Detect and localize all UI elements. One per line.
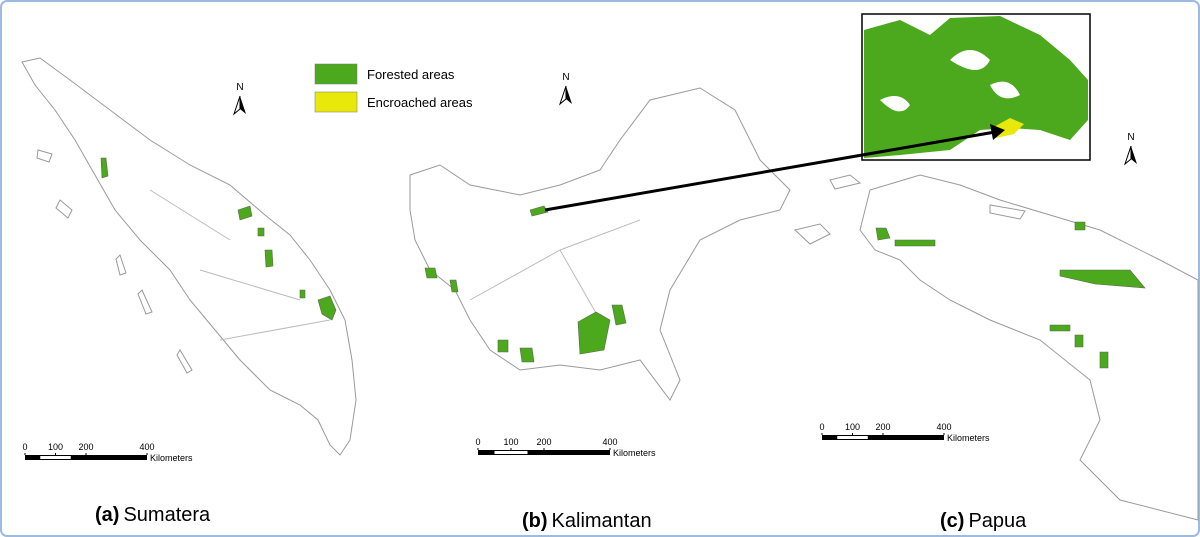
legend-swatch bbox=[315, 64, 357, 84]
panel-name: Papua bbox=[968, 510, 1027, 532]
scale-unit: Kilometers bbox=[947, 433, 990, 443]
panel-letter: (b) bbox=[522, 510, 548, 532]
panel-caption: (b)Kalimantan bbox=[522, 510, 652, 532]
scale-tick-label: 0 bbox=[475, 437, 480, 447]
legend-label: Forested areas bbox=[367, 67, 455, 82]
north-label: N bbox=[562, 72, 569, 83]
scale-tick-label: 200 bbox=[78, 442, 93, 452]
panel-letter: (a) bbox=[95, 504, 119, 526]
scale-bar-white bbox=[40, 456, 71, 459]
scale-unit: Kilometers bbox=[613, 448, 656, 458]
map-figure: Forested areas Encroached areas N 0 100 200 40… bbox=[0, 0, 1200, 537]
scale-tick-label: 400 bbox=[936, 422, 951, 432]
scale-bar-white bbox=[837, 436, 868, 439]
scale-tick-label: 100 bbox=[845, 422, 860, 432]
north-label: N bbox=[1127, 132, 1134, 143]
panel-name: Kalimantan bbox=[552, 510, 652, 532]
panel-caption: (a)Sumatera bbox=[95, 504, 211, 526]
north-label: N bbox=[236, 82, 243, 93]
scale-tick-label: 100 bbox=[48, 442, 63, 452]
panel-caption: (c)Papua bbox=[940, 510, 1027, 532]
scale-tick-label: 0 bbox=[819, 422, 824, 432]
scale-tick-label: 200 bbox=[536, 437, 551, 447]
panel-letter: (c) bbox=[940, 510, 964, 532]
scale-tick-label: 200 bbox=[875, 422, 890, 432]
panel-name: Sumatera bbox=[123, 504, 211, 526]
legend-label: Encroached areas bbox=[367, 95, 473, 110]
scale-tick-label: 400 bbox=[139, 442, 154, 452]
scale-tick-label: 0 bbox=[22, 442, 27, 452]
scale-tick-label: 100 bbox=[503, 437, 518, 447]
figure: Forested areas Encroached areas N 0 100 200 40… bbox=[0, 0, 1200, 537]
scale-unit: Kilometers bbox=[150, 453, 193, 463]
scale-tick-label: 400 bbox=[602, 437, 617, 447]
scale-bar-white bbox=[495, 451, 528, 454]
legend-swatch bbox=[315, 92, 357, 112]
